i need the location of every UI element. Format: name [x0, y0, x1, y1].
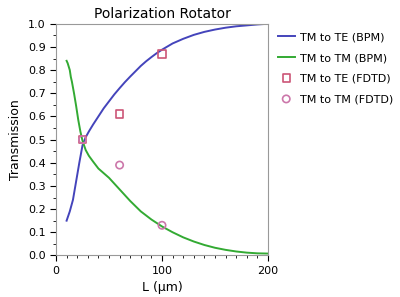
TM to TM (BPM)	[64, 59, 69, 63]
TM to TE (BPM)	[144, 59, 148, 63]
TM to TM (BPM)	[112, 182, 117, 185]
TM to TM (BPM)	[91, 160, 96, 163]
Y-axis label: Transmission: Transmission	[9, 99, 22, 180]
TM to TM (BPM)	[244, 251, 249, 255]
Legend: TM to TE (BPM), TM to TM (BPM), TM to TE (FDTD), TM to TM (FDTD): TM to TE (BPM), TM to TM (BPM), TM to TE…	[276, 29, 396, 107]
Line: TM to TE (BPM): TM to TE (BPM)	[67, 24, 268, 221]
TM to TM (BPM)	[149, 218, 154, 221]
X-axis label: L (μm): L (μm)	[142, 281, 182, 294]
TM to TM (BPM)	[83, 148, 88, 152]
TM to TM (BPM)	[68, 75, 73, 79]
TM to TE (BPM)	[154, 51, 159, 55]
Title: Polarization Rotator: Polarization Rotator	[94, 7, 230, 21]
TM to TE (FDTD)	[116, 112, 123, 116]
TM to TM (BPM)	[76, 118, 81, 122]
Line: TM to TM (BPM): TM to TM (BPM)	[67, 61, 268, 254]
TM to TE (FDTD)	[79, 137, 86, 142]
TM to TE (BPM)	[96, 115, 101, 118]
TM to TM (BPM)	[234, 250, 238, 253]
TM to TE (BPM)	[133, 69, 138, 73]
TM to TE (BPM)	[74, 179, 78, 183]
TM to TE (BPM)	[70, 198, 75, 202]
TM to TM (BPM)	[138, 210, 143, 213]
TM to TM (BPM)	[266, 252, 270, 255]
TM to TE (BPM)	[67, 210, 72, 213]
TM to TM (BPM)	[128, 199, 133, 203]
TM to TE (FDTD)	[159, 51, 165, 56]
TM to TE (BPM)	[91, 123, 96, 126]
TM to TE (BPM)	[86, 130, 91, 133]
TM to TM (BPM)	[80, 139, 85, 143]
TM to TM (BPM)	[86, 154, 91, 158]
TM to TE (BPM)	[83, 135, 88, 139]
TM to TM (BPM)	[74, 104, 78, 108]
TM to TE (BPM)	[149, 55, 154, 59]
TM to TE (BPM)	[160, 48, 164, 51]
TM to TE (BPM)	[106, 99, 111, 103]
TM to TM (BPM)	[170, 230, 175, 234]
TM to TM (BPM)	[202, 243, 207, 247]
TM to TE (BPM)	[266, 22, 270, 26]
TM to TM (BPM)	[101, 171, 106, 175]
TM to TM (BPM)	[70, 80, 74, 83]
TM to TE (BPM)	[170, 42, 175, 45]
TM to TE (BPM)	[77, 161, 82, 165]
TM to TE (BPM)	[255, 23, 260, 26]
TM to TE (BPM)	[138, 64, 143, 68]
TM to TE (BPM)	[122, 80, 127, 84]
TM to TE (BPM)	[244, 23, 249, 27]
TM to TE (BPM)	[80, 143, 85, 147]
TM to TM (BPM)	[72, 91, 76, 95]
TM to TE (BPM)	[117, 86, 122, 90]
TM to TM (FDTD)	[116, 163, 123, 168]
TM to TM (BPM)	[106, 176, 111, 180]
TM to TE (BPM)	[112, 93, 117, 96]
TM to TM (BPM)	[160, 225, 164, 228]
TM to TE (BPM)	[234, 25, 238, 28]
TM to TE (BPM)	[128, 75, 133, 78]
TM to TE (BPM)	[192, 33, 196, 37]
TM to TM (BPM)	[66, 65, 71, 68]
TM to TM (BPM)	[117, 188, 122, 191]
TM to TE (BPM)	[202, 30, 207, 34]
TM to TM (BPM)	[78, 130, 83, 133]
TM to TM (FDTD)	[159, 223, 165, 228]
TM to TM (BPM)	[255, 252, 260, 255]
TM to TM (BPM)	[96, 167, 101, 170]
TM to TE (BPM)	[101, 107, 106, 110]
TM to TM (BPM)	[213, 246, 218, 249]
TM to TM (BPM)	[67, 68, 72, 72]
TM to TM (BPM)	[181, 236, 186, 239]
TM to TE (BPM)	[64, 219, 69, 222]
TM to TE (BPM)	[223, 26, 228, 29]
TM to TM (FDTD)	[79, 137, 86, 142]
TM to TM (BPM)	[122, 193, 127, 197]
TM to TM (BPM)	[65, 61, 70, 65]
TM to TM (BPM)	[192, 240, 196, 243]
TM to TE (BPM)	[213, 28, 218, 31]
TM to TE (BPM)	[181, 37, 186, 41]
TM to TM (BPM)	[223, 248, 228, 252]
